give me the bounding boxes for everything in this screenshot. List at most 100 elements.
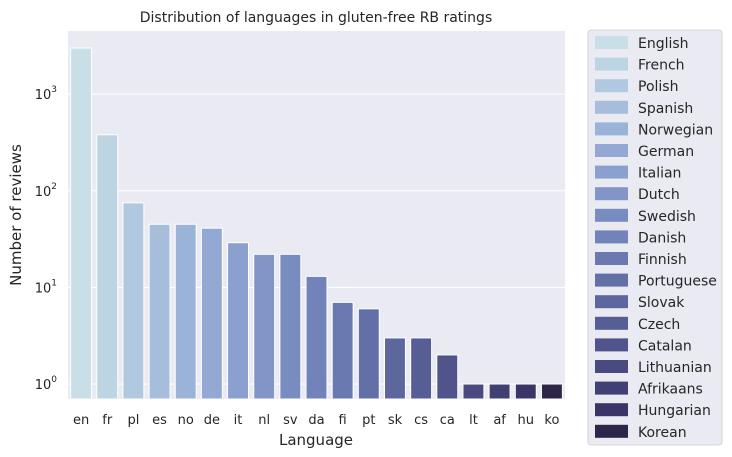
legend-item: French xyxy=(595,57,685,74)
x-tick-label: af xyxy=(493,413,506,428)
legend-item: Afrikaans xyxy=(595,381,703,398)
legend-swatch xyxy=(595,252,628,265)
legend-swatch xyxy=(595,57,628,71)
legend-item: Swedish xyxy=(595,208,696,225)
legend-label: Lithuanian xyxy=(638,360,712,376)
x-tick-label: sv xyxy=(283,413,298,428)
legend-label: French xyxy=(638,58,685,74)
bar-da xyxy=(305,275,328,400)
legend: English French Polish Spanish Norwegian Germa… xyxy=(587,29,723,446)
legend-swatch xyxy=(595,403,628,417)
bars xyxy=(70,47,563,400)
legend-item: Finnish xyxy=(595,252,687,268)
legend-item: English xyxy=(595,36,689,52)
legend-item: Catalan xyxy=(595,338,692,354)
legend-swatch xyxy=(595,360,628,373)
x-tick-label: ko xyxy=(544,413,559,428)
x-tick-label: it xyxy=(234,413,243,428)
legend-item: Norwegian xyxy=(595,122,713,138)
legend-label: Portuguese xyxy=(638,274,717,290)
legend-item: Lithuanian xyxy=(595,360,712,376)
legend-swatch xyxy=(595,144,628,157)
legend-swatch xyxy=(595,295,628,309)
bar-it xyxy=(227,242,249,400)
legend-swatch xyxy=(595,122,628,136)
legend-item: Portuguese xyxy=(595,273,717,290)
legend-item: Spanish xyxy=(595,100,693,117)
bar-de xyxy=(200,227,223,400)
y-tick-label: 101 xyxy=(35,278,57,296)
legend-item: Polish xyxy=(595,79,678,95)
bar-pl xyxy=(122,202,145,400)
x-tick-label: fi xyxy=(339,413,347,428)
legend-swatch xyxy=(595,230,628,244)
x-tick-label: cs xyxy=(414,413,428,428)
x-tick-labels: en fr pl es no de it nl sv da fi pt sk cs ca lt af hu ko xyxy=(73,413,560,428)
bar-no xyxy=(174,223,197,400)
bar-hu xyxy=(514,383,537,400)
legend-label: Korean xyxy=(638,425,687,441)
legend-label: Swedish xyxy=(638,209,696,225)
legend-label: Afrikaans xyxy=(638,382,703,398)
bar-lt xyxy=(462,383,485,400)
y-tick-labels: 100 101 102 103 xyxy=(35,85,58,393)
legend-swatch xyxy=(595,36,628,49)
legend-swatch xyxy=(595,187,628,201)
bar-sk xyxy=(384,337,406,400)
legend-swatch xyxy=(595,316,628,330)
legend-label: Dutch xyxy=(638,187,680,203)
y-tick-label: 100 xyxy=(35,375,58,393)
legend-item: Slovak xyxy=(595,295,685,311)
x-tick-label: de xyxy=(204,413,220,428)
bar-sv xyxy=(279,253,302,400)
legend-swatch xyxy=(595,381,628,395)
bar-pt xyxy=(357,308,380,400)
x-tick-label: hu xyxy=(518,413,534,428)
x-tick-label: fr xyxy=(102,413,113,428)
bar-es xyxy=(148,223,171,400)
x-tick-label: da xyxy=(308,413,324,428)
x-tick-label: lt xyxy=(469,413,478,428)
x-tick-label: sk xyxy=(388,413,403,428)
chart-title: Distribution of languages in gluten-free… xyxy=(140,10,493,26)
legend-swatch xyxy=(595,424,628,438)
legend-label: German xyxy=(638,144,694,160)
bar-fi xyxy=(331,301,354,400)
legend-swatch xyxy=(595,208,628,222)
y-tick-label: 102 xyxy=(35,182,57,200)
y-tick-label: 103 xyxy=(35,85,57,103)
bar-ca xyxy=(436,354,459,400)
x-axis-label: Language xyxy=(279,431,353,449)
x-tick-label: pl xyxy=(127,413,139,428)
y-axis-label: Number of reviews xyxy=(7,144,25,286)
legend-label: Polish xyxy=(638,79,678,95)
legend-item: German xyxy=(595,144,694,160)
x-tick-label: no xyxy=(178,413,194,428)
legend-item: Danish xyxy=(595,230,686,246)
legend-swatch xyxy=(595,79,628,93)
bar-af xyxy=(488,383,511,400)
legend-label: Hungarian xyxy=(638,403,711,419)
legend-item: Czech xyxy=(595,316,680,333)
x-tick-label: pt xyxy=(362,413,375,428)
legend-label: Czech xyxy=(638,317,680,333)
legend-swatch xyxy=(595,100,628,114)
legend-label: Italian xyxy=(638,166,681,182)
legend-item: Dutch xyxy=(595,187,680,203)
bar-en xyxy=(70,47,93,400)
legend-label: Danish xyxy=(638,230,686,246)
bar-cs xyxy=(410,337,433,400)
legend-item: Hungarian xyxy=(595,403,711,419)
bar-ko xyxy=(540,383,563,400)
legend-label: Norwegian xyxy=(638,122,713,138)
legend-swatch xyxy=(595,165,628,179)
legend-item: Korean xyxy=(595,424,687,441)
bar-fr xyxy=(96,134,119,400)
bar-nl xyxy=(253,253,276,400)
legend-label: English xyxy=(638,36,689,52)
legend-swatch xyxy=(595,273,628,287)
x-tick-label: es xyxy=(152,413,167,428)
legend-label: Catalan xyxy=(638,338,692,354)
legend-label: Finnish xyxy=(638,252,687,268)
